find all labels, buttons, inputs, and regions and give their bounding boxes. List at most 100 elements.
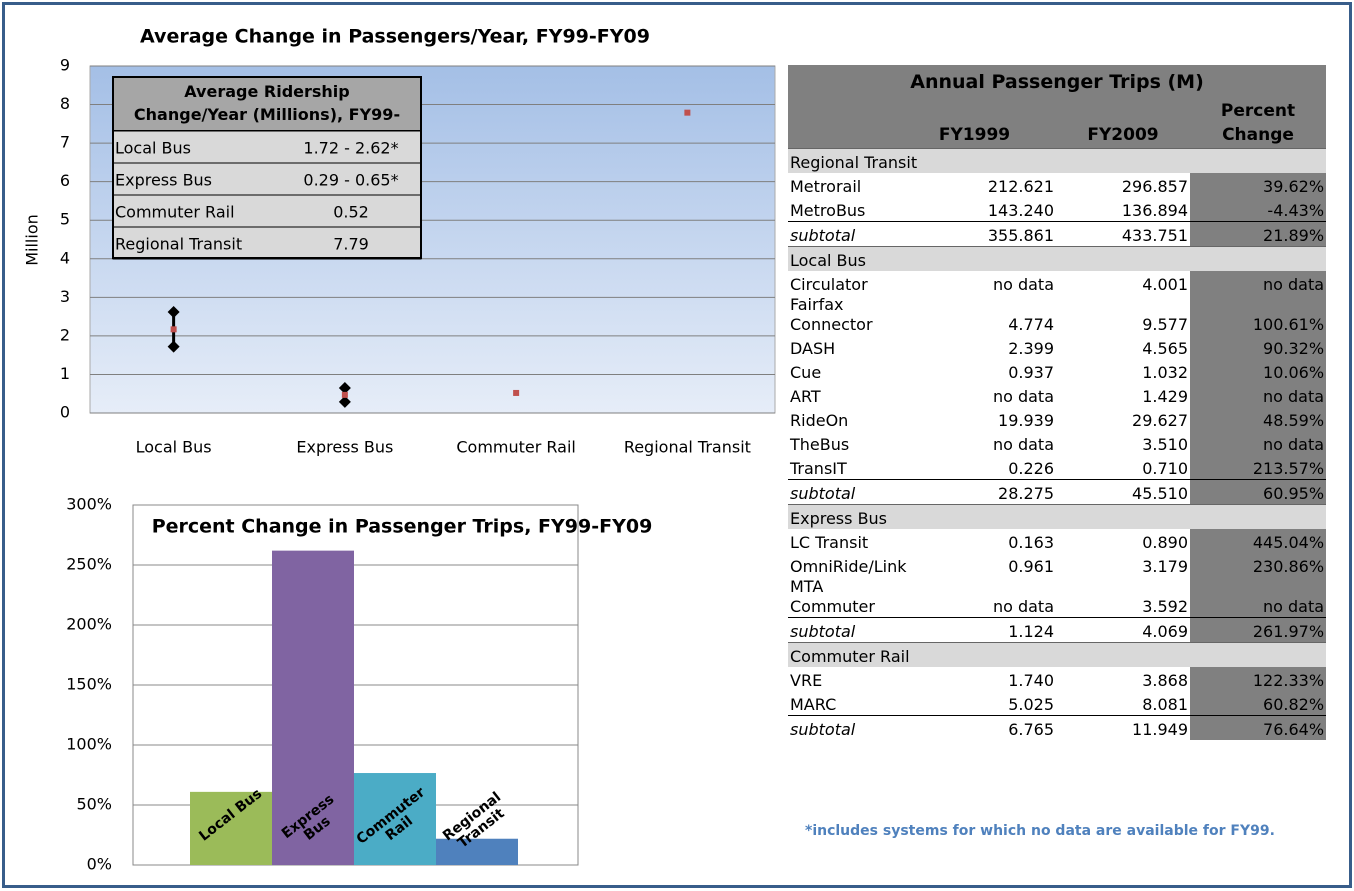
inset-value: 0.52	[333, 203, 369, 222]
cell: 122.33%	[1190, 667, 1327, 691]
cell: 6.765	[893, 715, 1056, 740]
point	[170, 326, 177, 333]
row-label: Cue	[790, 363, 822, 382]
point	[513, 389, 520, 396]
inset-value: 0.29 - 0.65*	[303, 171, 398, 190]
table-row: TheBus no data 3.510 no data	[788, 431, 1327, 455]
range-end	[167, 305, 180, 318]
row-label: OmniRide/Link	[790, 557, 907, 576]
cell: 1.032	[1142, 363, 1188, 382]
cell: 261.97%	[1190, 617, 1327, 643]
cell: 136.894	[1121, 201, 1188, 220]
point	[684, 109, 691, 116]
header-row: FY1999 FY2009 Percent Change	[788, 99, 1327, 149]
table-row: MTA Commuter no data 3.592 no data	[788, 577, 1327, 618]
row-label: MetroBus	[790, 201, 866, 220]
row-label: TheBus	[790, 435, 850, 454]
cell: 3.592	[1142, 597, 1188, 616]
x-tick-label: Regional Transit	[624, 438, 751, 457]
y-tick-label: 4	[60, 248, 70, 267]
y-axis-label: Million	[23, 214, 42, 266]
cell: 60.95%	[1190, 479, 1327, 505]
x-tick-label: Commuter Rail	[456, 438, 576, 457]
table-row: VRE 1.740 3.868 122.33%	[788, 667, 1327, 691]
cell: 213.57%	[1190, 455, 1327, 480]
y-tick-label: 300%	[66, 495, 112, 514]
cell: 4.565	[1142, 339, 1188, 358]
cell: no data	[992, 435, 1054, 454]
row-label: Fairfax Connector	[790, 295, 873, 334]
row-label: TransIT	[790, 459, 847, 478]
y-tick-label: 150%	[66, 675, 112, 694]
y-tick-label: 3	[60, 287, 70, 306]
bar	[272, 550, 354, 865]
row-label: subtotal	[788, 715, 893, 740]
header-cell	[788, 99, 893, 149]
cell: 8.081	[1142, 695, 1188, 714]
range-end	[167, 340, 180, 353]
cell: no data	[1190, 383, 1327, 407]
row-label: subtotal	[788, 221, 893, 247]
inset-label: Regional Transit	[115, 235, 242, 254]
table-row: subtotal 355.861 433.751 21.89%	[788, 221, 1327, 247]
cell: no data	[992, 597, 1054, 616]
table-row: subtotal 1.124 4.069 261.97%	[788, 617, 1327, 643]
cell: 143.240	[987, 201, 1054, 220]
inset-label: Local Bus	[115, 139, 191, 158]
table-row: subtotal 28.275 45.510 60.95%	[788, 479, 1327, 505]
cell: 60.82%	[1190, 691, 1327, 716]
section-name: Regional Transit	[788, 148, 1327, 173]
bar	[436, 838, 518, 865]
cell: 90.32%	[1190, 335, 1327, 359]
inset-label: Commuter Rail	[115, 203, 235, 222]
section-row: Regional Transit	[788, 148, 1327, 173]
cell: no data	[1190, 577, 1327, 618]
cell: 39.62%	[1190, 173, 1327, 197]
cell: 28.275	[893, 479, 1056, 505]
cell: 76.64%	[1190, 715, 1327, 740]
y-tick-label: 200%	[66, 615, 112, 634]
cell: 3.868	[1142, 671, 1188, 690]
row-label: Metrorail	[790, 177, 862, 196]
range-end	[338, 381, 351, 394]
column-header: FY1999	[893, 99, 1056, 149]
y-tick-label: 6	[60, 171, 70, 190]
row-label: RideOn	[790, 411, 849, 430]
row-label: ART	[790, 387, 821, 406]
section-name: Express Bus	[788, 504, 1327, 529]
cell: 3.179	[1142, 557, 1188, 576]
cell: -4.43%	[1190, 197, 1327, 222]
row-label: Circulator	[790, 275, 868, 294]
cell: 0.163	[1008, 533, 1054, 552]
y-tick-label: 5	[60, 210, 70, 229]
table-row: Circulator no data 4.001 no data	[788, 271, 1327, 295]
cell: 29.627	[1132, 411, 1188, 430]
cell: 433.751	[1056, 221, 1190, 247]
x-tick-label: Local Bus	[136, 438, 212, 457]
table-row: Fairfax Connector 4.774 9.577 100.61%	[788, 295, 1327, 335]
cell: 19.939	[998, 411, 1054, 430]
cell: no data	[992, 275, 1054, 294]
cell: 21.89%	[1190, 221, 1327, 247]
chart-title: Average Change in Passengers/Year, FY99-…	[140, 26, 650, 48]
cell: 2.399	[1008, 339, 1054, 358]
cell: 4.774	[1008, 315, 1054, 334]
y-tick-label: 7	[60, 133, 70, 152]
table-row: Metrorail 212.621 296.857 39.62%	[788, 173, 1327, 197]
inset-border	[112, 76, 422, 259]
cell: no data	[1190, 431, 1327, 455]
chart-title: Percent Change in Passenger Trips, FY99-…	[152, 516, 653, 538]
table-row: Cue 0.937 1.032 10.06%	[788, 359, 1327, 383]
y-tick-label: 0%	[87, 855, 112, 874]
inset-header	[112, 76, 422, 132]
cell: 0.937	[1008, 363, 1054, 382]
cell: 3.510	[1142, 435, 1188, 454]
table-title: Annual Passenger Trips (M)	[788, 65, 1327, 99]
cell: 0.961	[1008, 557, 1054, 576]
y-tick-label: 50%	[76, 795, 112, 814]
y-tick-label: 8	[60, 94, 70, 113]
section-row: Local Bus	[788, 246, 1327, 271]
